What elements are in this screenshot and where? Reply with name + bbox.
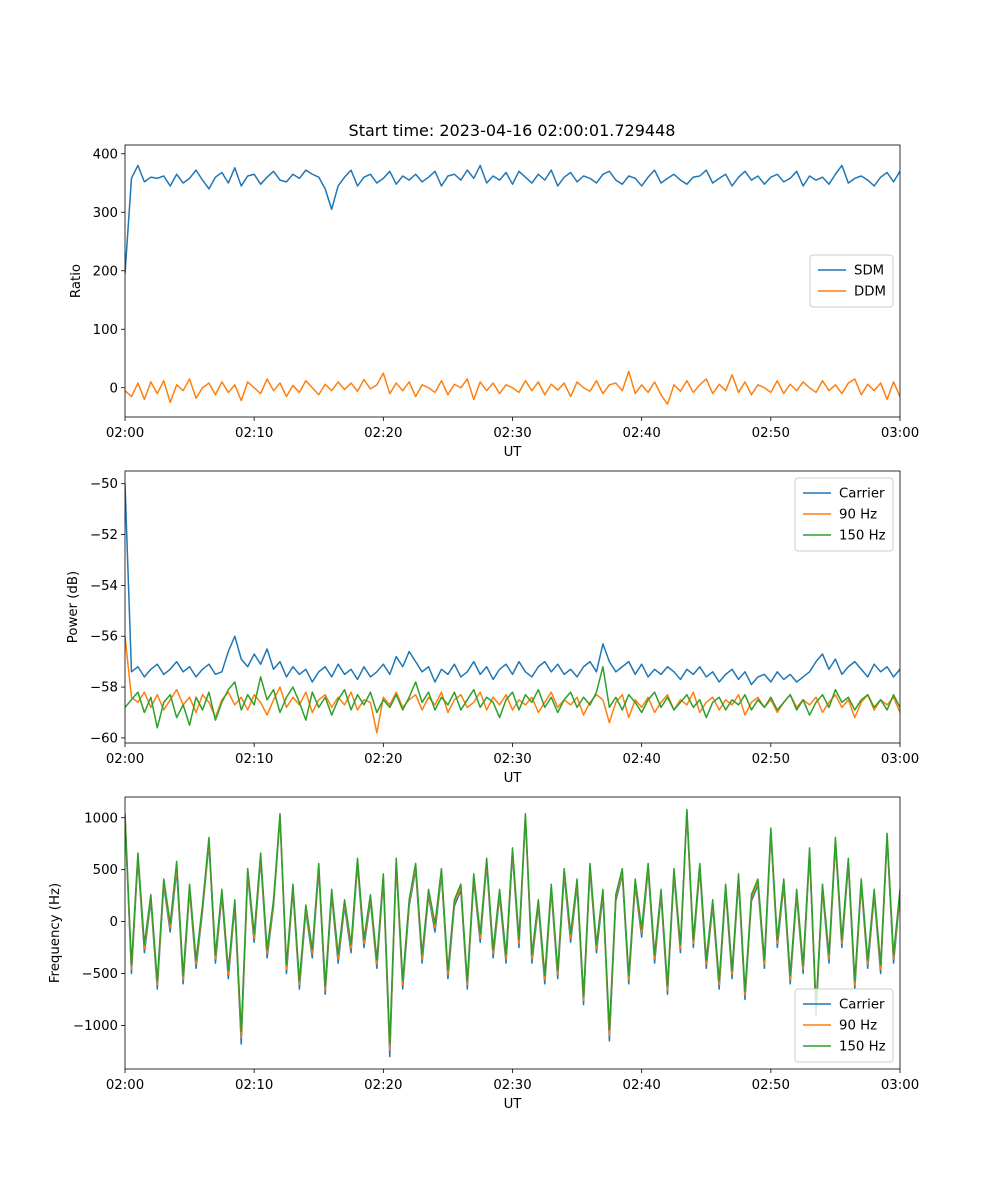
- legend-label: 150 Hz: [839, 529, 886, 544]
- x-tick-label: 03:00: [881, 426, 919, 441]
- x-tick-label: 02:40: [623, 426, 661, 441]
- y-tick-label: 200: [93, 264, 118, 279]
- y-tick-label: −52: [90, 528, 118, 543]
- y-axis-label: Frequency (Hz): [48, 883, 63, 983]
- figure-title: Start time: 2023-04-16 02:00:01.729448: [349, 121, 676, 140]
- series-line-sdm: [125, 164, 900, 274]
- series-line-ddm: [125, 370, 900, 405]
- x-tick-label: 02:30: [493, 752, 531, 767]
- y-tick-label: 300: [93, 206, 118, 221]
- x-axis-label: UT: [504, 1097, 523, 1112]
- legend: Carrier 90 Hz 150 Hz: [794, 988, 894, 1063]
- legend-label: SDM: [854, 264, 884, 279]
- series-group: [125, 483, 900, 734]
- legend-box: [809, 254, 894, 308]
- subplots: 02:00 02:10 02:20 02:30 02:40 02:50 03:00 0 100 2…: [48, 144, 919, 1112]
- y-tick-label: 100: [93, 323, 118, 338]
- legend: SDM DDM: [809, 254, 894, 308]
- y-tick-label: 400: [93, 147, 118, 162]
- series-group: [125, 808, 900, 1058]
- x-tick-label: 02:20: [364, 1078, 402, 1093]
- x-axis-label: UT: [504, 771, 523, 786]
- x-tick-label: 02:20: [364, 426, 402, 441]
- y-tick-label: −58: [90, 681, 118, 696]
- legend-label: 90 Hz: [839, 508, 877, 523]
- x-tick-label: 02:00: [106, 752, 144, 767]
- y-tick-label: −60: [90, 731, 118, 746]
- legend-label: 90 Hz: [839, 1019, 877, 1034]
- series-line-carrier: [125, 483, 900, 686]
- x-tick-label: 03:00: [881, 1078, 919, 1093]
- y-axis-label: Power (dB): [66, 571, 81, 643]
- y-tick-label: −1000: [73, 1019, 118, 1034]
- x-tick-label: 02:10: [235, 426, 273, 441]
- y-tick-label: −50: [90, 477, 118, 492]
- x-axis-label: UT: [504, 445, 523, 460]
- legend-box: [794, 988, 894, 1063]
- legend-label: 150 Hz: [839, 1040, 886, 1055]
- x-tick-label: 02:10: [235, 752, 273, 767]
- y-tick-label: −56: [90, 630, 118, 645]
- x-tick-label: 02:30: [493, 426, 531, 441]
- series-line-90-hz: [125, 636, 900, 734]
- x-tick-label: 02:10: [235, 1078, 273, 1093]
- series-line-150-hz: [125, 808, 900, 1045]
- y-tick-label: −500: [81, 967, 118, 982]
- subplot-2: 02:00 02:10 02:20 02:30 02:40 02:50 03:00 −60 −5…: [66, 470, 919, 786]
- y-tick-label: 1000: [84, 811, 118, 826]
- y-tick-label: 0: [110, 915, 118, 930]
- x-tick-label: 02:40: [623, 752, 661, 767]
- legend-label: DDM: [854, 285, 886, 300]
- x-tick-label: 02:00: [106, 1078, 144, 1093]
- x-tick-label: 02:00: [106, 426, 144, 441]
- y-tick-label: −54: [90, 579, 118, 594]
- legend-label: Carrier: [839, 487, 885, 502]
- series-line-150-hz: [125, 665, 900, 729]
- x-tick-label: 03:00: [881, 752, 919, 767]
- y-axis-label: Ratio: [69, 264, 84, 298]
- subplot-3: 02:00 02:10 02:20 02:30 02:40 02:50 03:00 −1000…: [48, 796, 919, 1112]
- x-tick-label: 02:50: [752, 752, 790, 767]
- x-tick-label: 02:40: [623, 1078, 661, 1093]
- legend-label: Carrier: [839, 998, 885, 1013]
- y-tick-label: 500: [93, 863, 118, 878]
- x-tick-label: 02:50: [752, 1078, 790, 1093]
- legend: Carrier 90 Hz 150 Hz: [794, 477, 894, 552]
- x-tick-label: 02:50: [752, 426, 790, 441]
- subplot-1: 02:00 02:10 02:20 02:30 02:40 02:50 03:00 0 100 2…: [69, 144, 919, 460]
- x-tick-label: 02:30: [493, 1078, 531, 1093]
- y-tick-label: 0: [110, 381, 118, 396]
- x-tick-label: 02:20: [364, 752, 402, 767]
- series-group: [125, 164, 900, 405]
- legend-box: [794, 477, 894, 552]
